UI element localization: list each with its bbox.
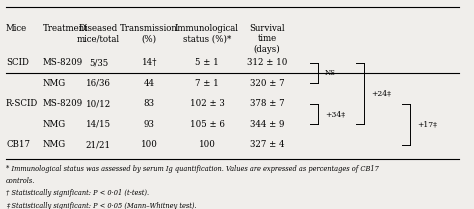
Text: 83: 83 — [144, 99, 155, 108]
Text: † Statistically significant: P < 0·01 (t-test).: † Statistically significant: P < 0·01 (t… — [6, 189, 149, 198]
Text: CB17: CB17 — [6, 140, 30, 149]
Text: 5 ± 1: 5 ± 1 — [195, 58, 219, 67]
Text: Treatment: Treatment — [43, 24, 89, 33]
Text: 7 ± 1: 7 ± 1 — [195, 79, 219, 88]
Text: 102 ± 3: 102 ± 3 — [190, 99, 224, 108]
Text: 21/21: 21/21 — [86, 140, 111, 149]
Text: Mice: Mice — [6, 24, 27, 33]
Text: NS: NS — [325, 69, 336, 77]
Text: 320 ± 7: 320 ± 7 — [250, 79, 284, 88]
Text: ‡ Statistically significant: P < 0·05 (Mann–Whitney test).: ‡ Statistically significant: P < 0·05 (M… — [6, 201, 197, 209]
Text: NMG: NMG — [43, 79, 66, 88]
Text: * Immunological status was assessed by serum Ig quantification. Values are expre: * Immunological status was assessed by s… — [6, 165, 379, 173]
Text: R-SCID: R-SCID — [6, 99, 38, 108]
Text: 44: 44 — [144, 79, 155, 88]
Text: 10/12: 10/12 — [86, 99, 111, 108]
Text: Diseased
mice/total: Diseased mice/total — [77, 24, 120, 43]
Text: controls.: controls. — [6, 177, 36, 185]
Text: 93: 93 — [144, 120, 155, 129]
Text: 100: 100 — [199, 140, 215, 149]
Text: 14†: 14† — [141, 58, 157, 67]
Text: +17‡: +17‡ — [417, 120, 437, 128]
Text: MS-8209: MS-8209 — [43, 58, 83, 67]
Text: 105 ± 6: 105 ± 6 — [190, 120, 224, 129]
Text: SCID: SCID — [6, 58, 29, 67]
Text: 344 ± 9: 344 ± 9 — [250, 120, 284, 129]
Text: Survival
time
(days): Survival time (days) — [249, 24, 285, 54]
Text: Transmission
(%): Transmission (%) — [120, 24, 178, 43]
Text: 327 ± 4: 327 ± 4 — [250, 140, 284, 149]
Text: Immunological
status (%)*: Immunological status (%)* — [175, 24, 239, 43]
Text: 14/15: 14/15 — [86, 120, 111, 129]
Text: 100: 100 — [141, 140, 158, 149]
Text: NMG: NMG — [43, 120, 66, 129]
Text: 5/35: 5/35 — [89, 58, 108, 67]
Text: 16/36: 16/36 — [86, 79, 111, 88]
Text: NMG: NMG — [43, 140, 66, 149]
Text: MS-8209: MS-8209 — [43, 99, 83, 108]
Text: +24‡: +24‡ — [371, 89, 391, 98]
Text: 378 ± 7: 378 ± 7 — [250, 99, 284, 108]
Text: +34‡: +34‡ — [325, 110, 345, 118]
Text: 312 ± 10: 312 ± 10 — [247, 58, 287, 67]
